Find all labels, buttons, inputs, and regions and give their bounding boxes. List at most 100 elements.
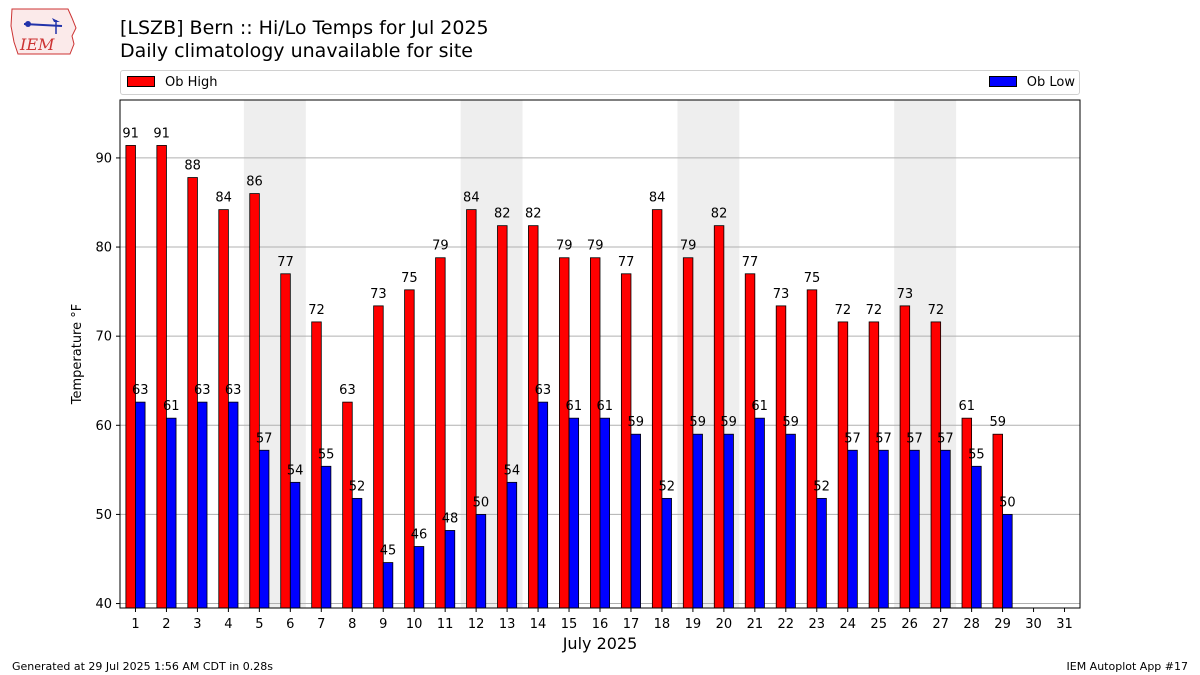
chart-legend: Ob High Ob Low (120, 70, 1080, 95)
x-tick-label-28: 28 (963, 617, 980, 632)
x-tick-label-8: 8 (348, 617, 356, 632)
bar-low-19 (692, 433, 703, 609)
data-label-low-16: 61 (597, 399, 614, 414)
data-label-low-27: 57 (937, 431, 954, 446)
bar-high-7 (311, 321, 322, 609)
x-tick-label-3: 3 (193, 617, 201, 632)
data-label-high-17: 77 (618, 255, 635, 270)
data-label-high-10: 75 (401, 271, 418, 286)
bar-low-9 (382, 562, 394, 609)
legend-item-high: Ob High (127, 75, 218, 90)
bar-low-26 (909, 449, 920, 609)
bar-low-7 (320, 465, 332, 609)
data-label-low-23: 52 (813, 479, 830, 494)
data-label-low-1: 63 (132, 383, 149, 398)
bar-low-12 (475, 514, 487, 609)
data-label-low-17: 59 (627, 415, 644, 430)
chart-title: [LSZB] Bern :: Hi/Lo Temps for Jul 2025 (120, 17, 489, 39)
bar-low-1 (135, 401, 146, 609)
bar-high-5 (249, 193, 260, 609)
y-tick-label-40: 40 (95, 597, 112, 612)
data-label-high-24: 72 (835, 303, 852, 318)
data-label-high-18: 84 (649, 191, 666, 206)
data-label-low-12: 50 (473, 495, 490, 510)
data-label-high-29: 59 (990, 415, 1007, 430)
data-label-low-11: 48 (442, 511, 459, 526)
bar-high-22 (775, 305, 787, 609)
bar-low-13 (506, 481, 518, 609)
data-label-high-6: 77 (277, 255, 294, 270)
bar-high-17 (620, 273, 632, 609)
x-tick-label-22: 22 (778, 617, 795, 632)
data-label-high-19: 79 (680, 239, 697, 254)
x-tick-label-19: 19 (685, 617, 702, 632)
bar-low-6 (289, 481, 301, 609)
y-tick-label-50: 50 (95, 508, 112, 523)
footer-generated: Generated at 29 Jul 2025 1:56 AM CDT in … (12, 660, 273, 673)
bar-high-6 (280, 273, 291, 609)
x-tick-label-6: 6 (286, 617, 294, 632)
data-label-low-9: 45 (380, 544, 397, 559)
bar-low-28 (971, 465, 982, 609)
x-tick-label-21: 21 (747, 617, 764, 632)
bar-high-29 (992, 433, 1003, 609)
bar-low-2 (166, 417, 177, 609)
x-tick-label-2: 2 (162, 617, 170, 632)
data-label-low-22: 59 (782, 415, 799, 430)
bar-low-11 (444, 530, 456, 609)
data-label-low-10: 46 (411, 528, 428, 543)
x-tick-label-27: 27 (932, 617, 949, 632)
bar-high-25 (868, 321, 880, 609)
data-label-high-12: 84 (463, 191, 480, 206)
data-label-high-23: 75 (804, 271, 821, 286)
legend-swatch-high (127, 76, 155, 87)
bar-high-14 (528, 225, 539, 609)
x-tick-label-12: 12 (468, 617, 485, 632)
bar-high-9 (373, 305, 384, 609)
x-axis-label: July 2025 (562, 634, 638, 653)
bar-low-24 (847, 449, 858, 609)
data-label-high-16: 79 (587, 239, 604, 254)
plot-frame (119, 99, 1081, 609)
data-label-low-21: 61 (751, 399, 768, 414)
bar-high-4 (218, 209, 229, 609)
data-label-low-19: 59 (689, 415, 706, 430)
bar-low-23 (816, 497, 827, 609)
legend-label-low: Ob Low (1026, 75, 1075, 90)
bar-low-16 (599, 417, 611, 609)
footer-app-label: IEM Autoplot App #17 (1066, 660, 1189, 673)
data-label-high-13: 82 (494, 207, 511, 222)
bar-high-11 (435, 257, 446, 609)
x-tick-label-1: 1 (131, 617, 139, 632)
x-tick-label-10: 10 (406, 617, 423, 632)
data-label-high-4: 84 (215, 191, 232, 206)
data-label-high-11: 79 (432, 239, 449, 254)
x-tick-label-17: 17 (623, 617, 640, 632)
data-label-low-5: 57 (256, 431, 273, 446)
data-label-high-7: 72 (308, 303, 325, 318)
x-tick-label-5: 5 (255, 617, 263, 632)
legend-item-low: Ob Low (988, 75, 1075, 90)
data-label-low-24: 57 (844, 431, 861, 446)
data-label-high-3: 88 (184, 159, 201, 174)
x-tick-label-26: 26 (901, 617, 918, 632)
data-label-low-7: 55 (318, 447, 335, 462)
data-label-high-28: 61 (959, 399, 976, 414)
bar-low-5 (258, 449, 270, 609)
legend-label-high: Ob High (165, 75, 218, 90)
bar-high-18 (651, 209, 663, 609)
x-tick-label-15: 15 (561, 617, 578, 632)
bar-low-8 (351, 497, 363, 609)
x-tick-label-9: 9 (379, 617, 387, 632)
x-tick-label-25: 25 (870, 617, 887, 632)
data-label-low-4: 63 (225, 383, 242, 398)
data-label-high-14: 82 (525, 207, 542, 222)
bar-low-10 (413, 546, 425, 609)
bar-low-14 (537, 401, 549, 609)
bar-high-15 (559, 257, 570, 609)
data-label-high-25: 72 (866, 303, 883, 318)
bar-high-23 (806, 289, 818, 609)
bar-high-1 (125, 145, 136, 609)
legend-swatch-low (988, 76, 1017, 87)
bar-high-21 (744, 273, 756, 609)
